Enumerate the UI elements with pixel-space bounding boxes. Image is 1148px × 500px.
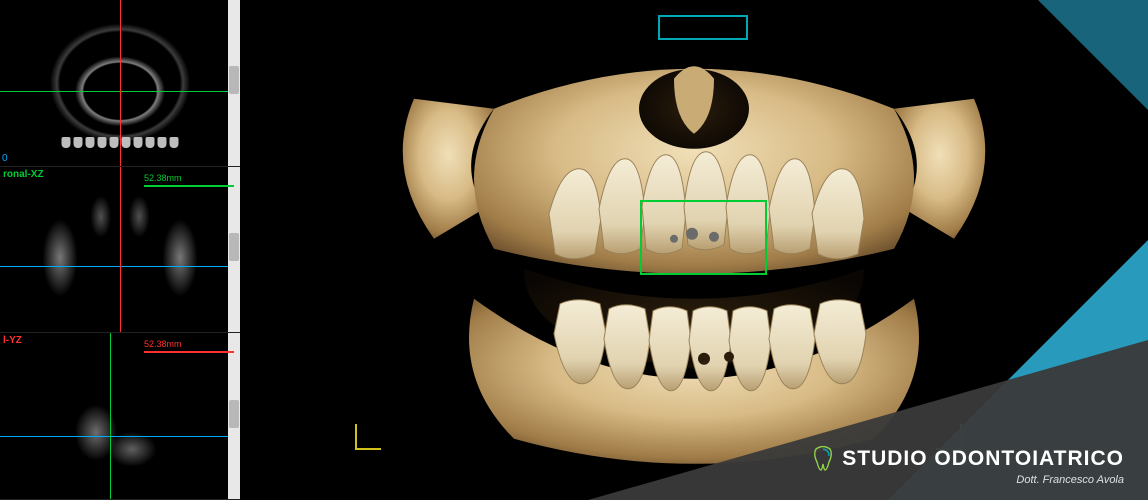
scrollbar-thumb[interactable] — [229, 400, 239, 428]
axial-origin-label: 0 — [2, 153, 8, 164]
coronal-crosshair-h[interactable] — [0, 266, 228, 267]
sagittal-crosshair-h[interactable] — [0, 436, 228, 437]
pane-coronal[interactable]: ronal-XZ 52.38mm — [0, 167, 240, 334]
scrollbar-thumb[interactable] — [229, 233, 239, 261]
brand-subtitle: Dott. Francesco Avola — [812, 474, 1124, 486]
tooth-icon — [812, 446, 834, 472]
coronal-ruler-text: 52.38mm — [144, 173, 182, 183]
pane-axial-scrollbar[interactable] — [228, 0, 240, 166]
ct-sagittal-render — [0, 333, 240, 499]
scrollbar-thumb[interactable] — [229, 66, 239, 94]
coronal-ruler: 52.38mm — [144, 173, 234, 187]
sagittal-ruler-text: 52.38mm — [144, 339, 182, 349]
imaging-viewer: 0 ronal-XZ 52.38mm l-YZ 52.38mm — [0, 0, 1148, 500]
coronal-ruler-line — [144, 185, 234, 187]
sagittal-ruler: 52.38mm — [144, 339, 234, 353]
pane-sagittal-title: l-YZ — [3, 335, 22, 346]
brand-title-row: STUDIO ODONTOIATRICO — [812, 446, 1124, 472]
pane-sagittal[interactable]: l-YZ 52.38mm — [0, 333, 240, 500]
coronal-crosshair-v[interactable] — [120, 167, 121, 333]
pane-axial[interactable]: 0 — [0, 0, 240, 167]
sagittal-crosshair-v[interactable] — [110, 333, 111, 499]
pane-coronal-title: ronal-XZ — [3, 169, 44, 180]
brand-logo-block: STUDIO ODONTOIATRICO Dott. Francesco Avo… — [812, 446, 1124, 486]
brand-title: STUDIO ODONTOIATRICO — [842, 447, 1124, 471]
axial-crosshair-h[interactable] — [0, 91, 228, 92]
pane-coronal-scrollbar[interactable] — [228, 167, 240, 333]
pane-sagittal-scrollbar[interactable] — [228, 333, 240, 499]
roi-selection-box[interactable] — [640, 200, 767, 275]
sagittal-ruler-line — [144, 351, 234, 353]
mpr-side-panel: 0 ronal-XZ 52.38mm l-YZ 52.38mm — [0, 0, 240, 500]
bounds-marker-bl — [355, 416, 389, 450]
brand-triangle-top — [1038, 0, 1148, 110]
roi-top-indicator[interactable] — [658, 15, 749, 40]
axial-crosshair-v[interactable] — [120, 0, 121, 166]
